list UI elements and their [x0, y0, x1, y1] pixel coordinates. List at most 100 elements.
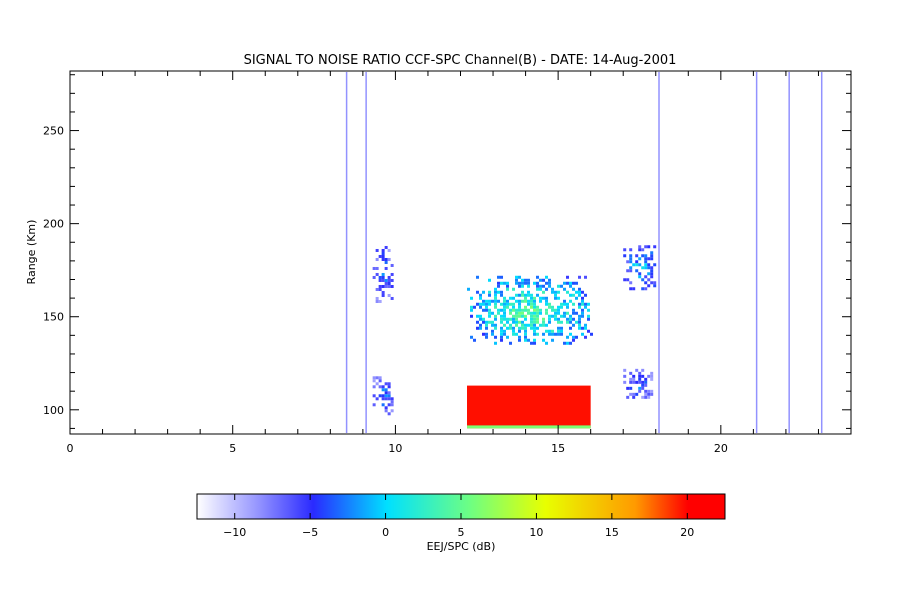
- heatmap-cell: [641, 395, 645, 399]
- heatmap-cell: [515, 299, 519, 303]
- heatmap-cell: [554, 314, 558, 318]
- heatmap-cell: [524, 323, 528, 327]
- heatmap-cell: [644, 266, 648, 270]
- heatmap-cell: [632, 374, 636, 378]
- heatmap-cell: [390, 296, 394, 300]
- heatmap-cell: [653, 281, 657, 285]
- heatmap-cell: [566, 302, 570, 306]
- heatmap-cell: [494, 287, 498, 291]
- heatmap-cell: [638, 386, 642, 390]
- heatmap-cell: [629, 260, 633, 264]
- heatmap-cell: [641, 287, 645, 291]
- heatmap-cell: [488, 308, 492, 312]
- heatmap-cell: [578, 326, 582, 330]
- heatmap-cell: [524, 329, 528, 333]
- heatmap-cell: [494, 290, 498, 294]
- heatmap-cell: [390, 278, 394, 282]
- heatmap-cell: [551, 290, 555, 294]
- heatmap-cell: [650, 371, 654, 375]
- heatmap-cell: [569, 293, 573, 297]
- heatmap-cell: [512, 305, 516, 309]
- heatmap-cell: [518, 311, 522, 315]
- heatmap-cell: [629, 257, 633, 261]
- heatmap-cell: [629, 377, 633, 381]
- heatmap-cell: [515, 317, 519, 321]
- heatmap-cell: [381, 403, 385, 407]
- heatmap-cell: [515, 275, 519, 279]
- colorbar-tick-label: 20: [680, 526, 694, 539]
- heatmap-cell: [476, 320, 480, 324]
- heatmap-cell: [533, 281, 537, 285]
- heatmap-cell: [509, 317, 513, 321]
- heatmap-cell: [566, 341, 570, 345]
- heatmap-cell: [536, 317, 540, 321]
- heatmap-cell: [521, 320, 525, 324]
- heatmap-cell: [524, 326, 528, 330]
- heatmap-cell: [518, 281, 522, 285]
- heatmap-cell: [372, 266, 376, 270]
- heatmap-cell: [572, 308, 576, 312]
- heatmap-cell: [503, 281, 507, 285]
- heatmap-cell: [542, 317, 546, 321]
- heatmap-cell: [623, 380, 627, 384]
- heatmap-cell: [626, 269, 630, 273]
- heatmap-cell: [375, 296, 379, 300]
- heatmap-cell: [557, 329, 561, 333]
- heatmap-cell: [387, 278, 391, 282]
- heatmap-cell: [497, 281, 501, 285]
- heatmap-cell: [563, 287, 567, 291]
- heatmap-cell: [572, 281, 576, 285]
- heatmap-cell: [384, 260, 388, 264]
- heatmap-cell: [641, 386, 645, 390]
- heatmap-cell: [578, 293, 582, 297]
- heatmap-cell: [644, 254, 648, 258]
- heatmap-cell: [378, 376, 382, 380]
- y-tick-label: 100: [43, 404, 64, 417]
- heatmap-cell: [518, 284, 522, 288]
- heatmap-cell: [581, 308, 585, 312]
- heatmap-cell: [485, 308, 489, 312]
- heatmap-cell: [387, 397, 391, 401]
- colorbar: −10 −5 0 5 10 15 20 EEJ/SPC (dB): [196, 493, 726, 553]
- heatmap-cell: [584, 275, 588, 279]
- heatmap-cell: [563, 281, 567, 285]
- heatmap-cell: [372, 385, 376, 389]
- heatmap-cell: [527, 290, 531, 294]
- heatmap-cell: [542, 323, 546, 327]
- heatmap-cell: [638, 371, 642, 375]
- heatmap-cell: [557, 326, 561, 330]
- heatmap-cell: [470, 314, 474, 318]
- heatmap-cell: [647, 278, 651, 282]
- heatmap-cell: [503, 314, 507, 318]
- heatmap-cell: [650, 377, 654, 381]
- heatmap-cell: [485, 323, 489, 327]
- heatmap-cell: [491, 299, 495, 303]
- heatmap-cell: [378, 275, 382, 279]
- heatmap-region-eej-strong-12-16h: [467, 385, 591, 429]
- heatmap-cell: [554, 311, 558, 315]
- heatmap-cell: [557, 320, 561, 324]
- heatmap-cell: [560, 314, 564, 318]
- heatmap-cell: [387, 412, 391, 416]
- heatmap-cell: [578, 275, 582, 279]
- data-marks: [345, 72, 823, 433]
- heatmap-cell: [524, 335, 528, 339]
- heatmap-cell: [494, 317, 498, 321]
- heatmap-cell: [470, 335, 474, 339]
- x-axis-ticks: 0 5 10 15 20: [67, 71, 852, 455]
- heatmap-cell: [569, 317, 573, 321]
- heatmap-cell: [384, 266, 388, 270]
- heatmap-cell: [647, 395, 651, 399]
- heatmap-cell: [542, 320, 546, 324]
- heatmap-cell: [518, 329, 522, 333]
- heatmap-cell: [590, 332, 594, 336]
- heatmap-cell: [629, 392, 633, 396]
- heatmap-cell: [638, 263, 642, 267]
- heatmap-cell: [494, 326, 498, 330]
- heatmap-cell: [485, 320, 489, 324]
- heatmap-cell: [384, 391, 388, 395]
- heatmap-cell: [518, 338, 522, 342]
- heatmap-cell: [521, 278, 525, 282]
- heatmap-cell: [509, 311, 513, 315]
- heatmap-cell: [506, 299, 510, 303]
